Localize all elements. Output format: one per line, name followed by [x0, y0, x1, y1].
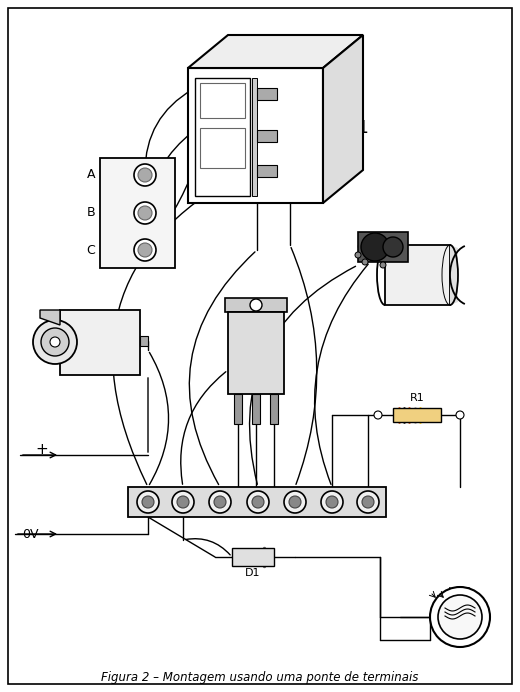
Circle shape: [374, 411, 382, 419]
Text: +: +: [35, 442, 48, 457]
Circle shape: [438, 595, 482, 639]
Circle shape: [137, 491, 159, 513]
Text: S1: S1: [91, 335, 109, 349]
Circle shape: [456, 411, 464, 419]
Circle shape: [321, 491, 343, 513]
Circle shape: [362, 496, 374, 508]
Text: A: A: [86, 168, 95, 181]
Circle shape: [138, 168, 152, 182]
Bar: [200, 83, 245, 118]
Circle shape: [250, 299, 262, 311]
Bar: [200, 128, 245, 168]
Text: R1: R1: [410, 393, 424, 403]
Circle shape: [380, 262, 386, 268]
Text: SCR: SCR: [243, 347, 269, 360]
Bar: [100, 158, 175, 268]
Bar: [140, 336, 148, 346]
Circle shape: [383, 237, 403, 257]
Bar: [234, 394, 242, 424]
Circle shape: [142, 496, 154, 508]
Bar: [188, 68, 323, 203]
Circle shape: [177, 496, 189, 508]
Circle shape: [357, 491, 379, 513]
Circle shape: [289, 496, 301, 508]
Bar: [228, 312, 284, 394]
Circle shape: [134, 164, 156, 186]
Text: D1: D1: [245, 568, 261, 578]
Bar: [270, 394, 278, 424]
Text: C: C: [86, 244, 95, 257]
Circle shape: [41, 328, 69, 356]
Bar: [128, 487, 386, 517]
Circle shape: [284, 491, 306, 513]
Polygon shape: [40, 310, 60, 325]
Text: B: B: [86, 206, 95, 219]
Bar: [257, 88, 277, 100]
Text: 0V: 0V: [22, 527, 38, 540]
Bar: [385, 245, 450, 305]
Circle shape: [430, 587, 490, 647]
Circle shape: [361, 233, 389, 261]
Bar: [252, 78, 257, 196]
Circle shape: [138, 243, 152, 257]
Bar: [60, 310, 140, 375]
Bar: [195, 78, 250, 196]
Circle shape: [252, 496, 264, 508]
Text: LDR: LDR: [447, 585, 473, 599]
Bar: [232, 548, 274, 566]
Circle shape: [362, 259, 368, 265]
Text: Figura 2 – Montagem usando uma ponte de terminais: Figura 2 – Montagem usando uma ponte de …: [101, 671, 419, 684]
Circle shape: [134, 239, 156, 261]
Circle shape: [209, 491, 231, 513]
Circle shape: [355, 252, 361, 258]
Circle shape: [247, 491, 269, 513]
Text: K 1: K 1: [342, 119, 368, 137]
Text: P 1: P 1: [404, 268, 426, 282]
Polygon shape: [323, 35, 363, 203]
Circle shape: [214, 496, 226, 508]
Circle shape: [33, 320, 77, 364]
Bar: [358, 232, 408, 262]
Polygon shape: [188, 35, 363, 68]
Circle shape: [134, 202, 156, 224]
Bar: [252, 394, 260, 424]
Polygon shape: [450, 245, 458, 305]
Bar: [257, 130, 277, 142]
Bar: [225, 298, 287, 312]
Circle shape: [172, 491, 194, 513]
Circle shape: [138, 206, 152, 220]
Bar: [257, 165, 277, 177]
Bar: [393, 408, 441, 422]
Circle shape: [326, 496, 338, 508]
Circle shape: [50, 337, 60, 347]
